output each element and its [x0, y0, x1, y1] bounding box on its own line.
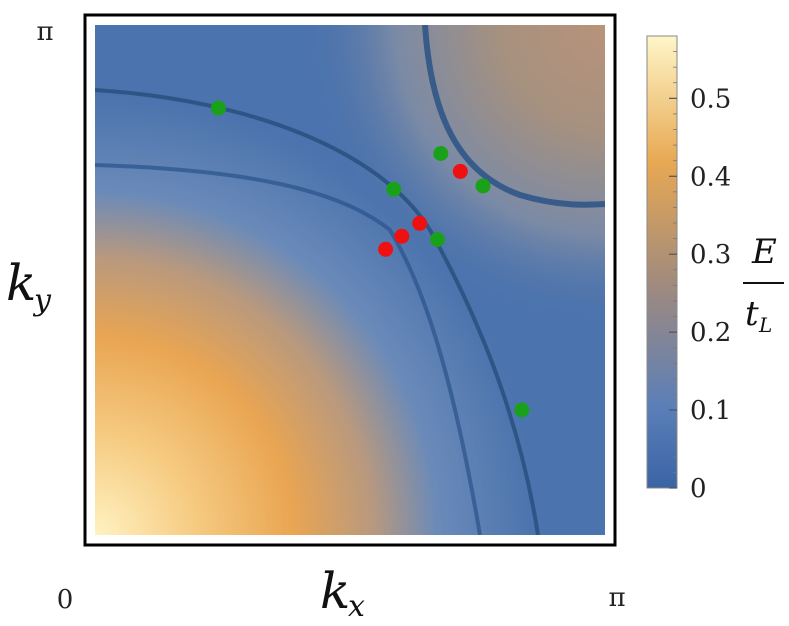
heatmap-area [95, 25, 605, 535]
svg-text:L: L [758, 313, 772, 337]
svg-text:k: k [6, 254, 36, 312]
data-points [210, 100, 530, 418]
svg-text:E: E [751, 232, 777, 272]
colorbar-tick-label-0: 0 [690, 474, 707, 504]
x-tick-pi: π [608, 583, 625, 613]
svg-text:k: k [320, 562, 350, 620]
x-tick-0: 0 [57, 585, 74, 615]
band-curve-outer [95, 88, 540, 535]
data-point-s0-5 [514, 402, 530, 418]
heatmap-corner-region [95, 25, 605, 535]
colorbar-label: E t L [743, 232, 784, 337]
data-point-s1-2 [394, 228, 410, 244]
colorbar-ticks: 0 0.1 0.2 0.3 0.4 0.5 [669, 51, 731, 504]
y-tick-pi: π [36, 17, 53, 47]
data-point-s0-2 [386, 181, 402, 197]
colorbar-tick-label-5: 0.5 [690, 84, 731, 114]
svg-text:x: x [348, 589, 365, 624]
band-curve-corner [422, 25, 605, 208]
data-point-s0-0 [210, 100, 226, 116]
data-point-s1-1 [412, 215, 428, 231]
colorbar-tick-label-2: 0.2 [690, 318, 731, 348]
svg-text:t: t [745, 294, 759, 334]
data-point-s0-1 [433, 146, 449, 161]
svg-text:y: y [32, 283, 52, 318]
colorbar-tick-label-4: 0.4 [690, 162, 731, 192]
colorbar-tick-label-3: 0.3 [690, 240, 731, 270]
x-axis-label: k x [320, 562, 365, 624]
band-curve-inner [95, 163, 482, 535]
colorbar [646, 35, 678, 489]
data-point-s1-3 [378, 241, 394, 257]
colorbar-tick-label-1: 0.1 [690, 396, 731, 426]
data-point-s1-0 [452, 163, 468, 179]
data-point-s0-3 [475, 178, 491, 194]
data-point-s0-4 [430, 232, 445, 247]
y-axis-label: k y [6, 254, 52, 318]
